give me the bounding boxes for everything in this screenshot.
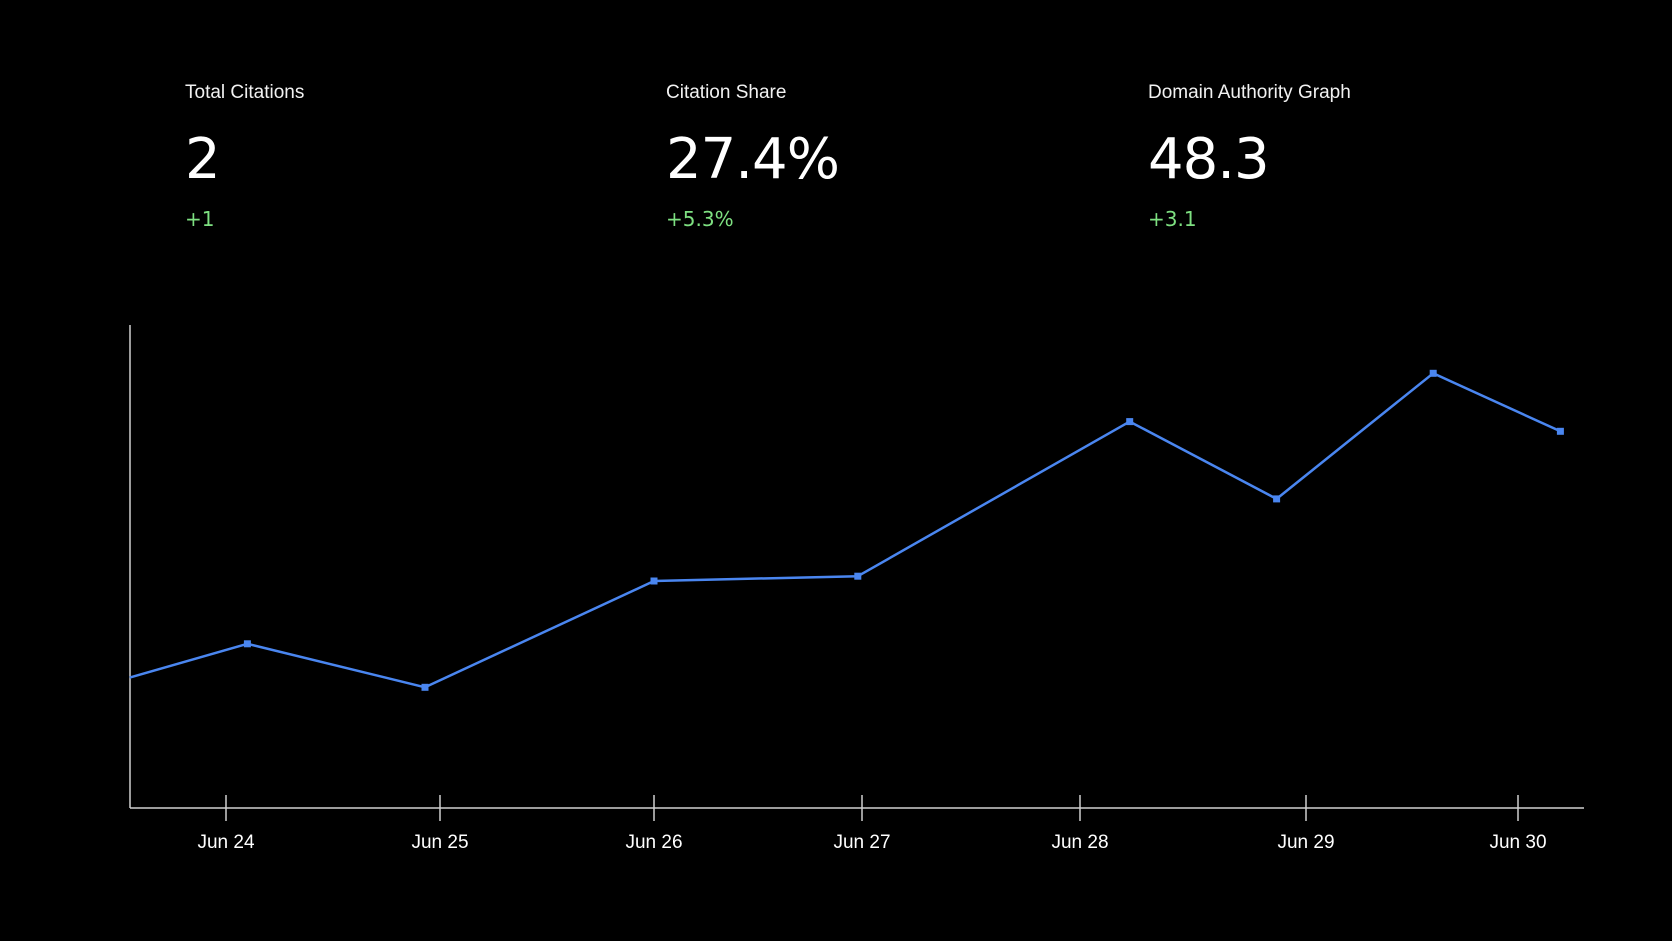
x-tick-label: Jun 28: [1051, 832, 1108, 853]
data-point[interactable]: [1429, 369, 1437, 377]
x-tick-label: Jun 30: [1489, 832, 1546, 853]
metric-label: Citation Share: [666, 82, 787, 103]
data-point[interactable]: [243, 640, 251, 648]
metric-domain-authority: Domain Authority Graph 48.3 +3.1: [1148, 80, 1568, 232]
metric-label: Total Citations: [185, 82, 305, 103]
data-point[interactable]: [1126, 418, 1134, 426]
x-ticks: Jun 24 Jun 25 Jun 26 Jun 27 Jun 28 Jun 29 Jun …: [197, 795, 1547, 853]
x-tick-label: Jun 27: [833, 832, 890, 853]
metric-value: 27.4%: [666, 127, 840, 192]
x-tick-label: Jun 25: [411, 832, 468, 853]
x-tick-label: Jun 24: [197, 832, 254, 853]
data-point[interactable]: [1273, 495, 1281, 503]
metric-label: Domain Authority Graph: [1148, 82, 1351, 103]
data-point[interactable]: [650, 577, 658, 585]
x-tick-label: Jun 26: [625, 832, 682, 853]
metric-delta: +3.1: [1148, 207, 1197, 231]
data-point[interactable]: [421, 683, 429, 691]
series-group: [129, 369, 1564, 691]
series-line: [129, 372, 1561, 689]
metric-delta: +1: [185, 207, 215, 231]
x-tick-label: Jun 29: [1277, 832, 1334, 853]
metric-value: 48.3: [1148, 127, 1270, 192]
metric-citation-share: Citation Share 27.4% +5.3%: [666, 80, 1086, 232]
data-point[interactable]: [1556, 427, 1564, 435]
metric-total-citations: Total Citations 2 +1: [185, 80, 605, 232]
metric-delta: +5.3%: [666, 207, 734, 231]
data-point[interactable]: [854, 572, 862, 580]
metric-value: 2: [185, 127, 221, 192]
